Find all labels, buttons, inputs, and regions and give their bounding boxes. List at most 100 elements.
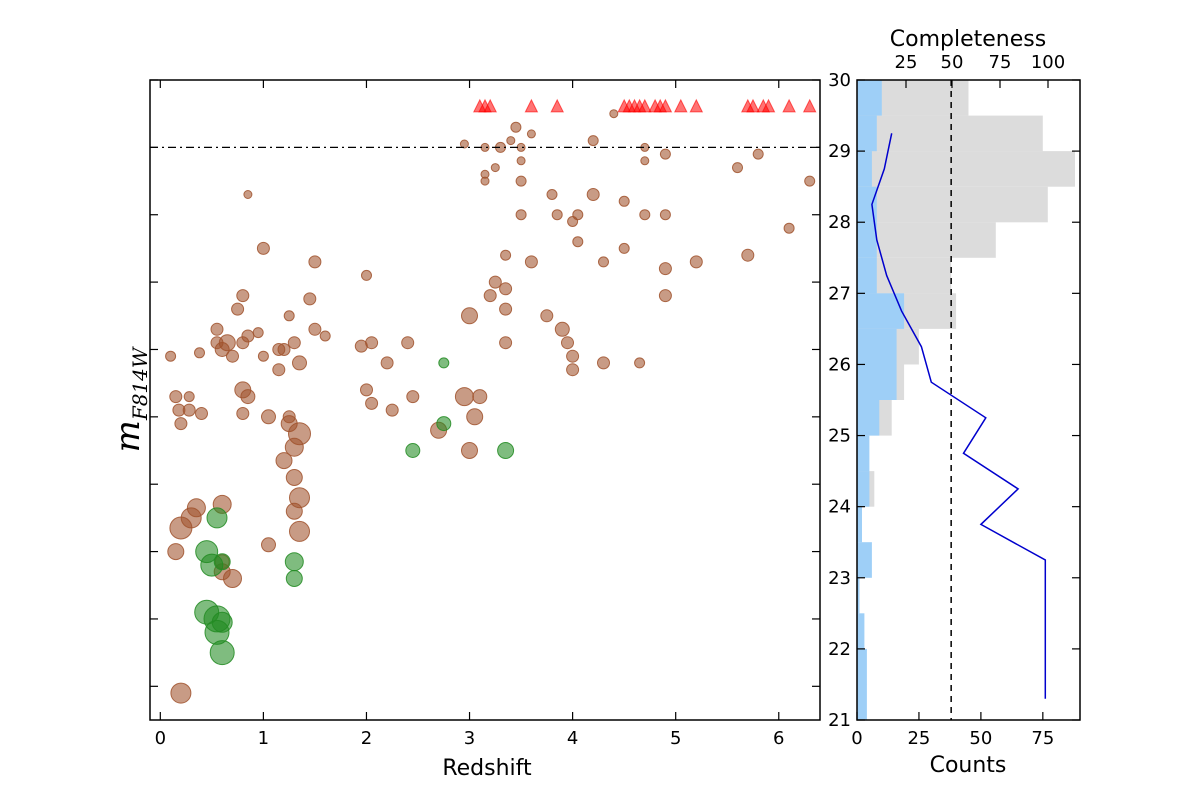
brown-point-8 xyxy=(210,322,224,336)
brown-point-0 xyxy=(165,350,177,362)
brown-point-92 xyxy=(783,222,795,234)
counts-axis-label: Counts xyxy=(930,753,1007,778)
counts-tick-label-75: 75 xyxy=(1031,728,1054,749)
selected-bar-7 xyxy=(857,435,870,472)
brown-point-88 xyxy=(658,262,672,276)
y-axis-label-subscript: F814W xyxy=(128,346,152,421)
brown-point-28 xyxy=(292,355,307,371)
upper-limit-triangle-16 xyxy=(746,98,760,113)
green-point-14 xyxy=(209,640,235,666)
mag-tick-label-24: 24 xyxy=(828,497,851,518)
upper-limit-triangle-13 xyxy=(673,98,688,113)
brown-point-101 xyxy=(526,129,536,139)
y-axis-label: mF814W xyxy=(108,346,152,452)
mag-tick-label-29: 29 xyxy=(828,141,851,162)
selected-bar-6 xyxy=(857,471,870,507)
completeness-tick-label-50: 50 xyxy=(941,52,964,73)
brown-point-116 xyxy=(566,349,580,363)
brown-point-22 xyxy=(272,363,286,377)
upper-limit-triangle-12 xyxy=(658,98,673,113)
brown-point-7 xyxy=(194,347,205,359)
green-point-4 xyxy=(206,507,228,529)
selected-bar-12 xyxy=(857,257,877,294)
brown-point-72 xyxy=(488,275,502,289)
brown-point-35 xyxy=(284,437,304,457)
upper-limit-triangle-2 xyxy=(483,98,498,113)
brown-point-13 xyxy=(231,302,245,316)
brown-point-37 xyxy=(285,469,303,486)
brown-point-87 xyxy=(659,209,671,221)
brown-point-36 xyxy=(275,452,293,470)
brown-point-57 xyxy=(380,356,394,370)
upper-limit-triangle-20 xyxy=(802,98,817,113)
mag-tick-label-28: 28 xyxy=(828,212,851,233)
selected-bar-9 xyxy=(857,364,897,400)
brown-point-59 xyxy=(360,383,373,397)
brown-point-100 xyxy=(510,121,522,133)
upper-limit-triangle-3 xyxy=(524,98,539,113)
brown-point-58 xyxy=(401,336,415,350)
brown-point-29 xyxy=(283,310,295,322)
y-axis-label-main: mF814W xyxy=(108,346,152,452)
selected-bar-2 xyxy=(857,613,865,649)
brown-point-51 xyxy=(243,190,253,199)
brown-point-86 xyxy=(639,209,651,221)
brown-point-114 xyxy=(554,321,570,337)
brown-point-3 xyxy=(174,417,188,431)
brown-point-32 xyxy=(319,330,331,342)
selected-bar-8 xyxy=(857,400,880,436)
brown-point-113 xyxy=(540,309,554,323)
selected-bar-0 xyxy=(857,684,867,720)
brown-point-65 xyxy=(472,389,488,405)
selected-bar-3 xyxy=(857,577,860,614)
completeness-curve xyxy=(871,133,1047,699)
brown-point-66 xyxy=(466,408,484,426)
brown-point-49 xyxy=(223,569,242,588)
green-point-2 xyxy=(405,443,421,458)
brown-point-39 xyxy=(285,502,303,520)
brown-point-99 xyxy=(587,135,599,147)
upper-limit-triangle-9 xyxy=(637,98,652,113)
mag-tick-label-27: 27 xyxy=(828,283,851,304)
brown-point-67 xyxy=(461,442,478,459)
green-point-7 xyxy=(213,553,231,571)
x-tick-label-1: 1 xyxy=(258,728,269,749)
brown-point-89 xyxy=(658,289,672,303)
brown-point-60 xyxy=(365,396,379,410)
brown-point-16 xyxy=(236,336,250,350)
completeness-tick-label-75: 75 xyxy=(989,52,1012,73)
brown-point-6 xyxy=(195,407,208,420)
brown-point-98 xyxy=(640,156,650,166)
y-axis-label-m: m xyxy=(108,420,148,452)
green-point-1 xyxy=(436,416,452,432)
all-bar-14 xyxy=(857,186,1048,223)
mag-tick-label-22: 22 xyxy=(828,639,851,660)
selected-bar-17 xyxy=(857,80,882,116)
completeness-tick-label-100: 100 xyxy=(1031,52,1065,73)
brown-point-112 xyxy=(659,148,671,160)
brown-point-74 xyxy=(500,249,512,261)
brown-point-14 xyxy=(236,289,250,303)
brown-point-103 xyxy=(506,136,516,146)
brown-point-62 xyxy=(406,390,420,404)
brown-point-85 xyxy=(618,195,630,207)
brown-point-56 xyxy=(365,336,379,350)
brown-point-96 xyxy=(609,109,619,119)
green-point-8 xyxy=(284,552,304,572)
brown-point-30 xyxy=(303,292,317,306)
brown-point-61 xyxy=(385,403,399,417)
brown-point-110 xyxy=(459,139,469,149)
brown-point-11 xyxy=(218,334,236,352)
brown-point-70 xyxy=(499,336,513,350)
scatter-frame xyxy=(149,79,821,721)
x-tick-label-6: 6 xyxy=(773,728,784,749)
brown-point-119 xyxy=(634,357,646,369)
brown-point-64 xyxy=(454,387,474,407)
brown-point-71 xyxy=(483,289,497,303)
brown-point-27 xyxy=(287,336,301,350)
brown-point-109 xyxy=(515,175,527,187)
brown-point-75 xyxy=(515,209,527,221)
brown-point-26 xyxy=(272,343,286,356)
upper-limit-triangle-18 xyxy=(761,98,776,113)
counts-tick-label-25: 25 xyxy=(907,728,930,749)
